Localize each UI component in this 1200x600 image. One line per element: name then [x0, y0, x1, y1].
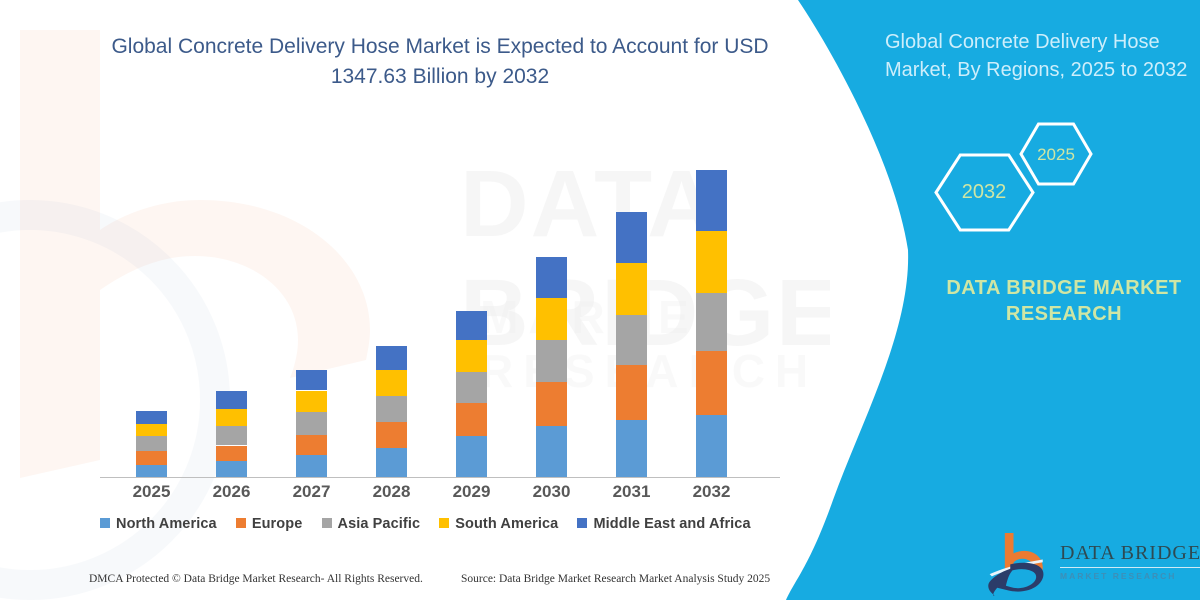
- svg-text:2025: 2025: [1037, 145, 1075, 164]
- svg-text:2032: 2032: [962, 181, 1007, 203]
